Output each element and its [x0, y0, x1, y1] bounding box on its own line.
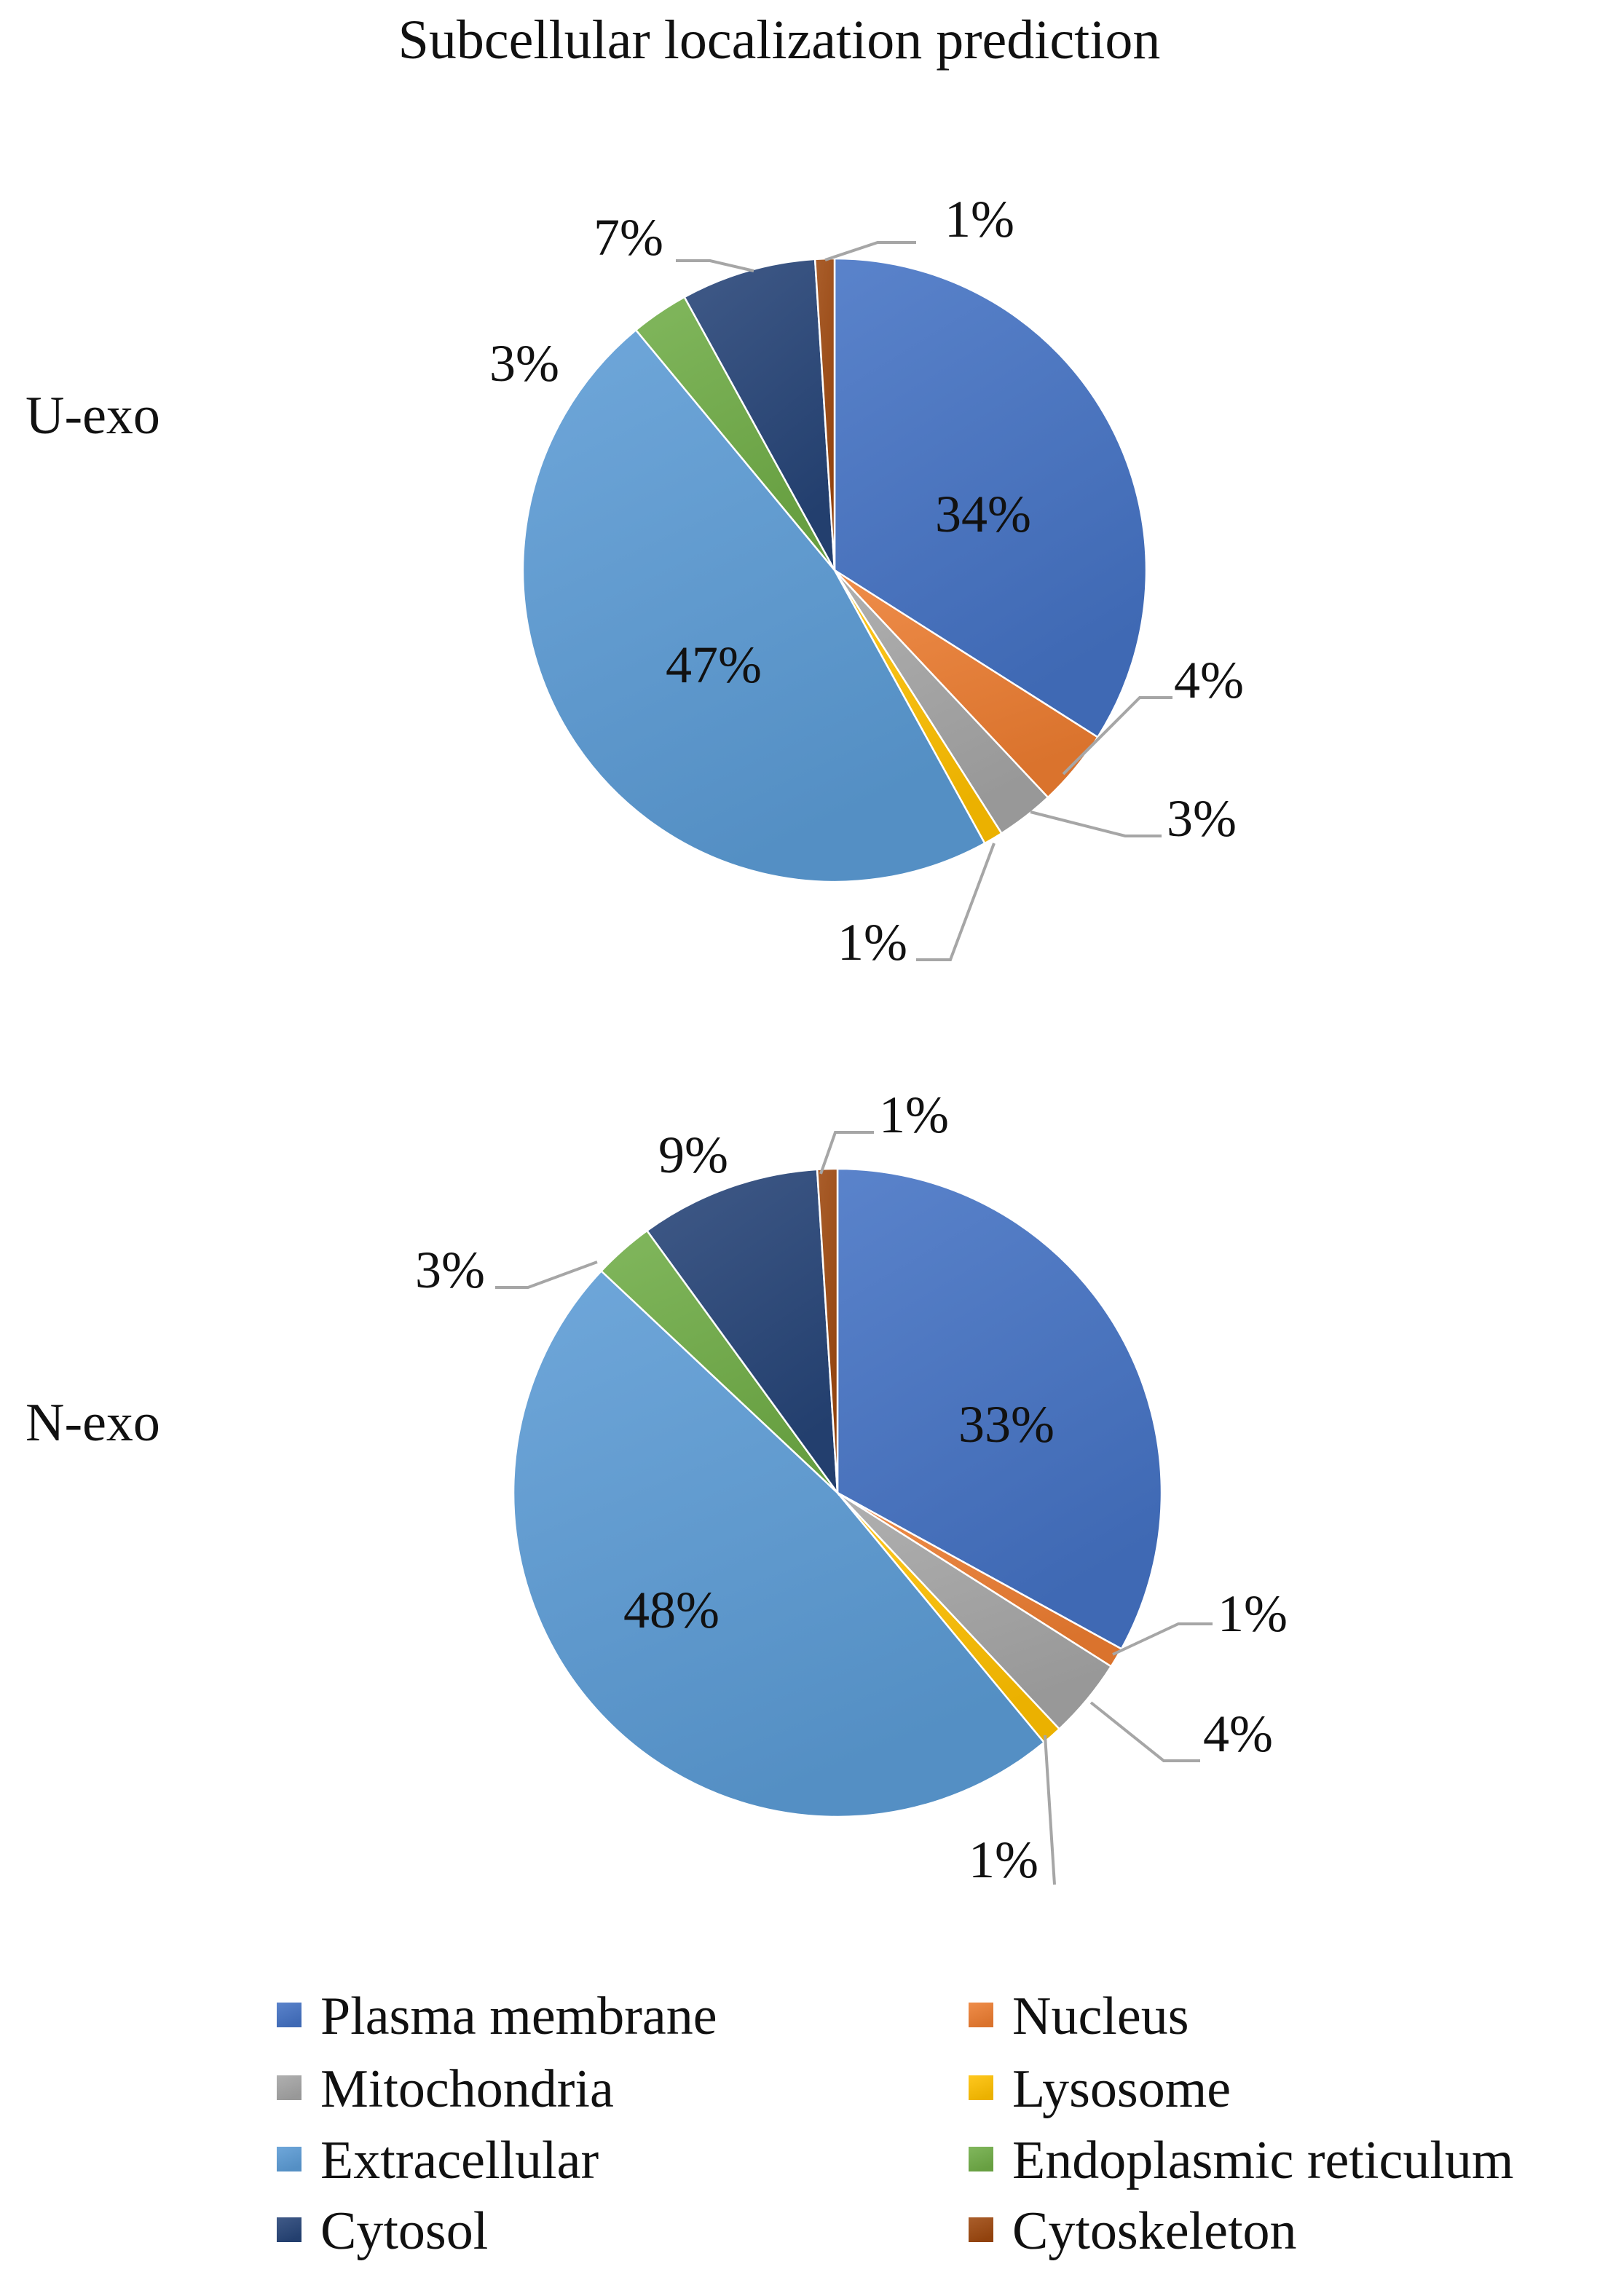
- legend-label-lysosome: Lysosome: [1012, 2059, 1231, 2119]
- legend-item-extracellular: Extracellular: [277, 2131, 599, 2190]
- legend-label-endoplasmic-reticulum: Endoplasmic reticulum: [1012, 2131, 1513, 2190]
- leader-line-u-exo-mitochondria: [1030, 810, 1162, 837]
- leader-line-n-exo-nucleus: [1112, 1622, 1213, 1656]
- leader-line-n-exo-lysosome: [1044, 1735, 1056, 1885]
- leader-line-n-exo-cytoskeleton: [819, 1131, 874, 1175]
- data-label-u-exo-mitochondria: 3%: [1167, 789, 1237, 848]
- pie-slice-n-exo-cytoskeleton: [816, 1167, 839, 1494]
- data-label-n-exo-mitochondria: 4%: [1203, 1705, 1273, 1763]
- pie-u-exo: U-exo 34% 4% 3% 1% 47% 3% 7% 1%: [25, 190, 1244, 971]
- legend-swatch-nucleus: [969, 2003, 993, 2027]
- data-label-n-exo-extracellular: 48%: [623, 1581, 720, 1639]
- data-label-u-exo-plasma-membrane: 34%: [935, 485, 1031, 543]
- legend-label-cytoskeleton: Cytoskeleton: [1012, 2201, 1297, 2261]
- legend-label-mitochondria: Mitochondria: [320, 2059, 614, 2119]
- pie-slice-u-exo-plasma-membrane: [833, 257, 1148, 739]
- leader-line-u-exo-nucleus: [1062, 696, 1172, 776]
- leader-line-n-exo-endoplasmic-reticulum: [495, 1261, 598, 1289]
- legend-swatch-mitochondria: [277, 2075, 301, 2100]
- pie-slice-n-exo-cytosol: [645, 1168, 839, 1496]
- pie-slice-n-exo-extracellular: [512, 1269, 1046, 1818]
- data-label-u-exo-lysosome: 1%: [837, 913, 907, 971]
- legend-swatch-cytosol: [277, 2217, 301, 2242]
- pie-slice-u-exo-extracellular: [521, 328, 986, 883]
- leader-line-u-exo-lysosome: [916, 843, 996, 961]
- data-label-n-exo-plasma-membrane: 33%: [958, 1395, 1055, 1453]
- pie-n-exo: N-exo 33% 1% 4% 1% 48% 3% 9% 1%: [25, 1086, 1288, 1889]
- legend-label-extracellular: Extracellular: [320, 2131, 599, 2190]
- legend-swatch-cytoskeleton: [969, 2217, 993, 2242]
- data-label-n-exo-nucleus: 1%: [1218, 1585, 1288, 1643]
- data-label-n-exo-endoplasmic-reticulum: 3%: [415, 1241, 485, 1299]
- data-label-u-exo-nucleus: 4%: [1174, 651, 1244, 709]
- data-label-u-exo-extracellular: 47%: [666, 636, 762, 694]
- data-label-u-exo-cytosol: 7%: [594, 208, 663, 267]
- legend-item-mitochondria: Mitochondria: [277, 2059, 614, 2119]
- pie-label-u-exo: U-exo: [25, 386, 160, 446]
- chart-title: Subcellular localization prediction: [398, 9, 1161, 71]
- pie-slice-n-exo-plasma-membrane: [836, 1167, 1163, 1651]
- legend: Plasma membrane Nucleus Mitochondria Lysoso…: [277, 1987, 1513, 2261]
- legend-swatch-endoplasmic-reticulum: [969, 2147, 993, 2171]
- legend-item-plasma-membrane: Plasma membrane: [277, 1987, 717, 2046]
- leader-line-n-exo-mitochondria: [1089, 1701, 1200, 1762]
- data-label-u-exo-endoplasmic-reticulum: 3%: [489, 334, 559, 392]
- legend-label-plasma-membrane: Plasma membrane: [320, 1987, 717, 2046]
- legend-item-nucleus: Nucleus: [969, 1987, 1189, 2046]
- leader-line-u-exo-cytoskeleton: [824, 241, 916, 261]
- legend-item-lysosome: Lysosome: [969, 2059, 1231, 2119]
- legend-swatch-lysosome: [969, 2075, 993, 2100]
- pie-label-n-exo: N-exo: [25, 1393, 160, 1453]
- legend-label-nucleus: Nucleus: [1012, 1987, 1189, 2046]
- legend-swatch-extracellular: [277, 2147, 301, 2171]
- legend-item-cytoskeleton: Cytoskeleton: [969, 2201, 1297, 2261]
- data-label-n-exo-cytoskeleton: 1%: [879, 1086, 949, 1144]
- data-label-u-exo-cytoskeleton: 1%: [945, 190, 1014, 248]
- data-label-n-exo-cytosol: 9%: [658, 1126, 728, 1184]
- legend-label-cytosol: Cytosol: [320, 2201, 488, 2261]
- legend-swatch-plasma-membrane: [277, 2003, 301, 2027]
- legend-item-endoplasmic-reticulum: Endoplasmic reticulum: [969, 2131, 1513, 2190]
- data-label-n-exo-lysosome: 1%: [969, 1831, 1038, 1889]
- leader-line-u-exo-cytosol: [676, 259, 754, 272]
- legend-item-cytosol: Cytosol: [277, 2201, 488, 2261]
